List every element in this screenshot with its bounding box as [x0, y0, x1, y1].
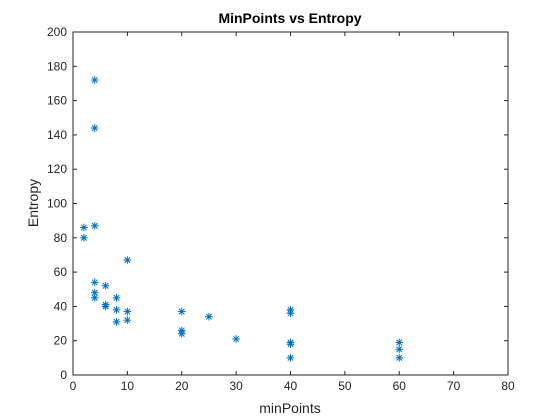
y-tick-label: 20: [54, 334, 68, 348]
y-tick-label: 40: [54, 299, 68, 313]
y-tick-label: 0: [60, 368, 67, 382]
y-tick-label: 200: [47, 25, 67, 39]
data-point-marker: [177, 330, 186, 338]
x-tick-label: 60: [393, 379, 407, 393]
data-point-marker: [101, 282, 110, 290]
x-tick-label: 40: [284, 379, 298, 393]
data-point-marker: [395, 338, 404, 347]
y-axis-label: Entropy: [25, 179, 41, 227]
data-point-marker: [80, 234, 88, 242]
y-tick-label: 180: [47, 59, 67, 73]
data-point-marker: [90, 278, 99, 287]
x-axis-label: minPoints: [259, 400, 320, 416]
data-point-marker: [112, 294, 121, 302]
data-point-marker: [112, 306, 121, 314]
data-point-marker: [123, 307, 132, 316]
data-point-marker: [232, 335, 240, 343]
chart-title: MinPoints vs Entropy: [218, 10, 361, 26]
data-point-marker: [395, 354, 404, 362]
x-tick-label: 10: [121, 379, 135, 393]
data-point-marker: [90, 221, 99, 230]
data-point-marker: [90, 76, 99, 84]
y-tick-label: 140: [47, 128, 67, 142]
data-point-marker: [286, 354, 295, 362]
axis-ticks: 0 10 20 30 40 50 60 70 80 0 20 40 60 80 100 120 140 160 18…: [47, 25, 515, 393]
x-tick-label: 50: [338, 379, 352, 393]
x-tick-label: 20: [175, 379, 189, 393]
data-point-marker: [90, 294, 99, 302]
y-tick-label: 60: [54, 265, 68, 279]
axes-box: [72, 31, 509, 376]
y-tick-label: 160: [47, 94, 67, 108]
y-tick-label: 120: [47, 162, 67, 176]
data-point-marker: [286, 340, 295, 348]
x-tick-label: 0: [70, 379, 77, 393]
data-point-marker: [205, 312, 213, 321]
y-tick-label: 80: [54, 231, 68, 245]
data-point-marker: [177, 307, 186, 316]
data-point-marker: [123, 316, 132, 324]
data-point-marker: [395, 345, 404, 354]
data-point-marker: [286, 309, 295, 318]
x-tick-label: 70: [447, 379, 461, 393]
data-point-marker: [90, 288, 99, 297]
axes-background: [73, 32, 508, 375]
x-tick-label: 80: [501, 379, 515, 393]
data-point-marker: [90, 124, 99, 132]
data-point-marker: [80, 223, 88, 232]
x-tick-label: 30: [229, 379, 243, 393]
data-point-marker: [123, 256, 132, 264]
y-tick-label: 100: [47, 197, 67, 211]
data-point-marker: [101, 302, 110, 311]
data-points: [80, 76, 404, 362]
data-point-marker: [112, 318, 121, 326]
